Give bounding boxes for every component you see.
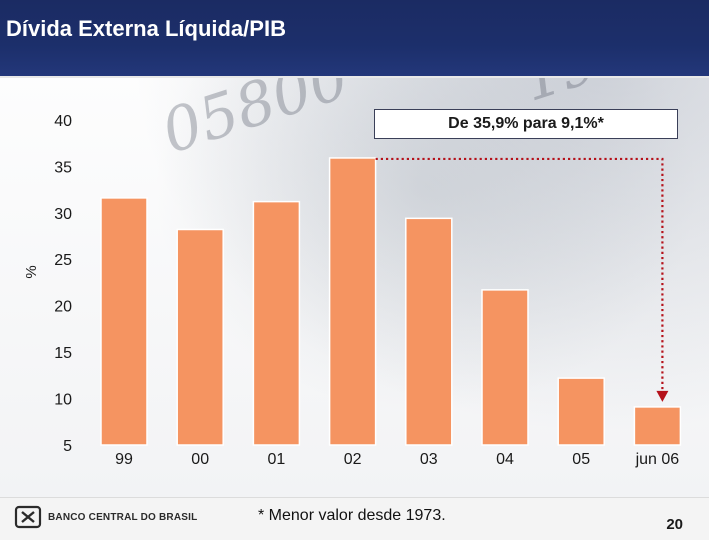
bank-logo-text: BANCO CENTRAL DO BRASIL: [48, 511, 198, 523]
x-tick-label: 03: [420, 451, 438, 468]
bar-05: [557, 377, 605, 446]
footnote: * Menor valor desde 1973.: [258, 507, 446, 524]
x-tick-label: 02: [344, 451, 362, 468]
x-tick-label: 01: [268, 451, 286, 468]
page-title: Dívida Externa Líquida/PIB: [6, 16, 286, 41]
bar-04: [481, 289, 529, 446]
bar-00: [176, 228, 224, 446]
bar-02: [328, 157, 377, 446]
bank-logo-icon: [14, 505, 42, 529]
y-axis-label: %: [23, 265, 40, 278]
y-tick-label: 5: [63, 438, 72, 455]
bank-logo: BANCO CENTRAL DO BRASIL: [14, 505, 197, 529]
bar-jun-06: [633, 406, 682, 446]
bar-01: [252, 200, 301, 446]
y-axis: 40 35 30 25 20 15 10 5: [54, 113, 72, 455]
y-tick-label: 40: [54, 113, 72, 130]
x-tick-label: jun 06: [635, 451, 680, 468]
bars: [100, 157, 682, 446]
y-tick-label: 35: [54, 159, 72, 176]
x-tick-label: 05: [572, 451, 590, 468]
x-axis: 99 00 01 02 03 04 05 jun 06: [115, 451, 679, 468]
y-tick-label: 15: [54, 345, 72, 362]
y-tick-label: 10: [54, 392, 72, 409]
x-tick-label: 99: [115, 451, 133, 468]
bar-99: [100, 197, 148, 446]
y-tick-label: 25: [54, 252, 72, 269]
footer: [0, 497, 709, 540]
title-bar: [0, 0, 709, 76]
y-tick-label: 20: [54, 299, 72, 316]
y-tick-label: 30: [54, 206, 72, 223]
page-number: 20: [666, 516, 683, 533]
bar-03: [405, 217, 453, 446]
x-tick-label: 04: [496, 451, 514, 468]
arrow-line: [375, 157, 664, 393]
arrow-head: [656, 390, 669, 402]
title-divider: [0, 76, 709, 78]
reduction-arrow: [375, 157, 669, 402]
annotation-box: De 35,9% para 9,1%*: [374, 109, 678, 139]
x-tick-label: 00: [191, 451, 209, 468]
